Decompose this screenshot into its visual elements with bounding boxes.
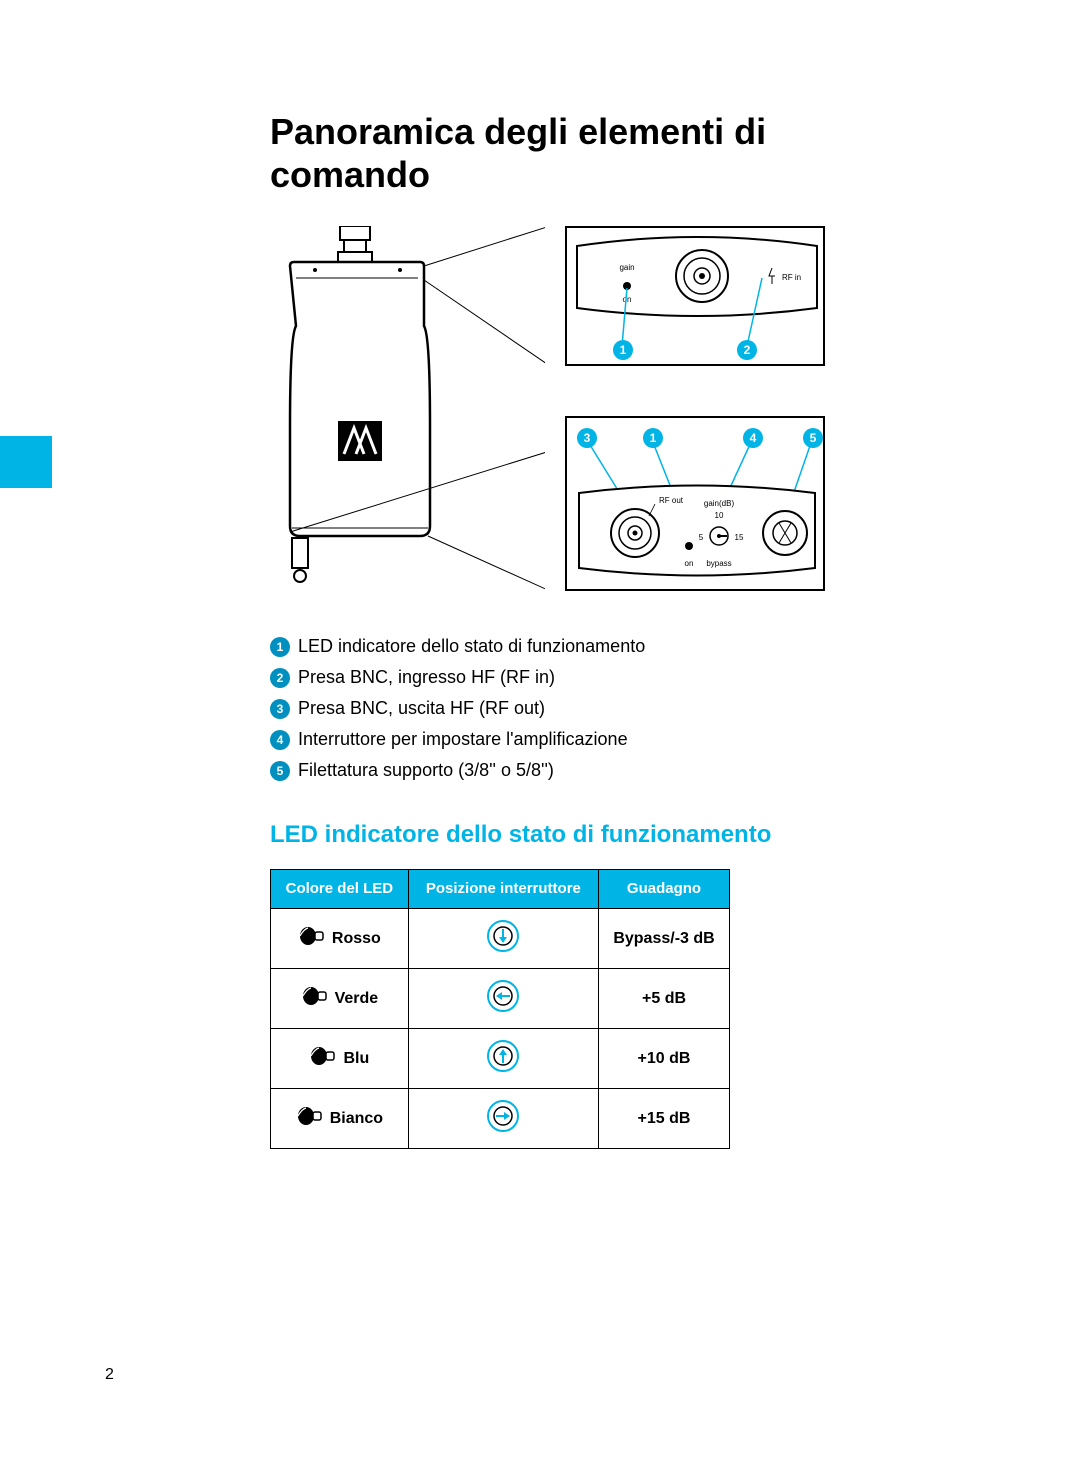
legend-item: 2 Presa BNC, ingresso HF (RF in) — [270, 667, 825, 688]
section-heading: LED indicatore dello stato di funzioname… — [270, 821, 825, 849]
led-status-table: Colore del LED Posizione interruttore Gu… — [270, 869, 730, 1149]
svg-text:on: on — [685, 559, 694, 568]
led-color-label: Bianco — [330, 1110, 383, 1128]
device-main-illustration — [270, 226, 545, 596]
legend-text: LED indicatore dello stato di funzioname… — [298, 636, 645, 657]
svg-text:bypass: bypass — [706, 559, 731, 568]
legend-item: 3 Presa BNC, uscita HF (RF out) — [270, 698, 825, 719]
led-icon — [309, 1046, 335, 1071]
legend-num-icon: 3 — [270, 699, 290, 719]
switch-position-cell — [408, 1029, 598, 1089]
legend-item: 4 Interruttore per impostare l'amplifica… — [270, 729, 825, 750]
legend-num-icon: 4 — [270, 730, 290, 750]
table-header: Posizione interruttore — [408, 870, 598, 909]
led-icon — [298, 926, 324, 951]
legend-num-icon: 5 — [270, 761, 290, 781]
legend-text: Presa BNC, ingresso HF (RF in) — [298, 667, 555, 688]
led-color-label: Verde — [335, 990, 379, 1008]
gain-cell: +5 dB — [599, 969, 730, 1029]
page-title: Panoramica degli elementi di comando — [270, 110, 825, 196]
svg-text:5: 5 — [699, 533, 704, 542]
detail-column: gain on RF in 1 2 — [565, 226, 825, 596]
table-header: Colore del LED — [271, 870, 409, 909]
svg-text:10: 10 — [715, 511, 724, 520]
legend-num-icon: 2 — [270, 668, 290, 688]
led-color-cell: Rosso — [271, 909, 409, 969]
table-row: Bianco +15 dB — [271, 1089, 730, 1149]
legend-item: 5 Filettatura supporto (3/8'' o 5/8'') — [270, 760, 825, 781]
arrow-dial-icon — [486, 940, 520, 957]
table-row: Blu +10 dB — [271, 1029, 730, 1089]
diagram-area: gain on RF in 1 2 — [270, 226, 825, 596]
led-color-cell: Verde — [271, 969, 409, 1029]
legend-text: Filettatura supporto (3/8'' o 5/8'') — [298, 760, 554, 781]
table-row: Verde +5 dB — [271, 969, 730, 1029]
led-icon — [301, 986, 327, 1011]
svg-text:RF in: RF in — [782, 273, 801, 282]
arrow-dial-icon — [486, 1060, 520, 1077]
page-number: 2 — [105, 1366, 114, 1384]
led-color-cell: Bianco — [271, 1089, 409, 1149]
arrow-dial-icon — [486, 1000, 520, 1017]
arrow-dial-icon — [486, 1120, 520, 1137]
svg-text:gain(dB): gain(dB) — [704, 499, 735, 508]
led-icon — [296, 1106, 322, 1131]
legend-list: 1 LED indicatore dello stato di funziona… — [270, 636, 825, 781]
led-color-cell: Blu — [271, 1029, 409, 1089]
legend-item: 1 LED indicatore dello stato di funziona… — [270, 636, 825, 657]
side-tab-marker — [0, 436, 52, 488]
legend-text: Interruttore per impostare l'amplificazi… — [298, 729, 628, 750]
page-content: Panoramica degli elementi di comando — [270, 110, 825, 1149]
gain-cell: Bypass/-3 dB — [599, 909, 730, 969]
svg-text:gain: gain — [619, 263, 634, 272]
switch-position-cell — [408, 1089, 598, 1149]
table-row: Rosso Bypass/-3 dB — [271, 909, 730, 969]
svg-text:15: 15 — [735, 533, 744, 542]
table-header: Guadagno — [599, 870, 730, 909]
legend-num-icon: 1 — [270, 637, 290, 657]
gain-cell: +15 dB — [599, 1089, 730, 1149]
switch-position-cell — [408, 969, 598, 1029]
svg-text:RF out: RF out — [659, 496, 684, 505]
gain-cell: +10 dB — [599, 1029, 730, 1089]
led-color-label: Rosso — [332, 930, 381, 948]
legend-text: Presa BNC, uscita HF (RF out) — [298, 698, 545, 719]
detail-bottom: RF out on gain(dB) 10 5 15 bypass — [565, 416, 825, 591]
detail-top: gain on RF in 1 2 — [565, 226, 825, 366]
switch-position-cell — [408, 909, 598, 969]
led-color-label: Blu — [343, 1050, 369, 1068]
